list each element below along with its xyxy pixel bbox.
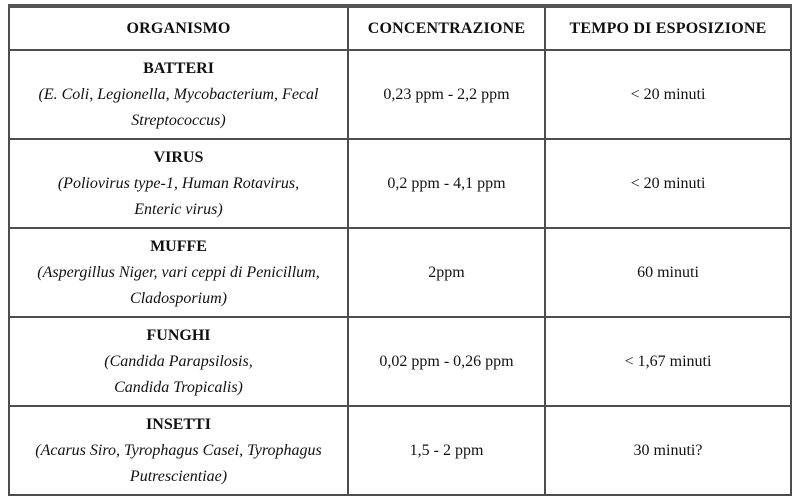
organism-name: VIRUS (153, 148, 204, 166)
organism-name: MUFFE (150, 237, 207, 255)
table-row-batteri: BATTERI (E. Coli, Legionella, Mycobacter… (8, 49, 792, 140)
organism-cell: FUNGHI (Candida Parapsilosis, Candida Tr… (8, 316, 349, 407)
organism-name: INSETTI (146, 415, 211, 433)
organism-name: FUNGHI (146, 326, 211, 344)
header-cell-organismo: ORGANISMO (8, 5, 349, 51)
concentration-cell: 0,2 ppm - 4,1 ppm (347, 138, 546, 229)
species-list: (Aspergillus Niger, vari ceppi di Penici… (37, 263, 320, 307)
header-row: ORGANISMO CONCENTRAZIONE TEMPO DI ESPOSI… (8, 5, 792, 51)
table-body: BATTERI (E. Coli, Legionella, Mycobacter… (8, 49, 792, 496)
organism-cell: INSETTI (Acarus Siro, Tyrophagus Casei, … (8, 405, 349, 496)
species-list: (Poliovirus type-1, Human Rotavirus, Ent… (57, 174, 300, 218)
species-list: (Candida Parapsilosis, Candida Tropicali… (104, 352, 253, 396)
species-list: (Acarus Siro, Tyrophagus Casei, Tyrophag… (35, 441, 322, 485)
species-list: (E. Coli, Legionella, Mycobacterium, Fec… (38, 85, 319, 129)
header-cell-concentrazione: CONCENTRAZIONE (347, 5, 546, 51)
table-header-row: ORGANISMO CONCENTRAZIONE TEMPO DI ESPOSI… (8, 5, 792, 51)
concentration-cell: 0,02 ppm - 0,26 ppm (347, 316, 546, 407)
exposure-time-cell: < 20 minuti (544, 49, 792, 140)
table-row-insetti: INSETTI (Acarus Siro, Tyrophagus Casei, … (8, 405, 792, 496)
exposure-time-cell: 30 minuti? (544, 405, 792, 496)
exposure-time-cell: 60 minuti (544, 227, 792, 318)
table-row-muffe: MUFFE (Aspergillus Niger, vari ceppi di … (8, 227, 792, 318)
organism-cell: BATTERI (E. Coli, Legionella, Mycobacter… (8, 49, 349, 140)
organism-cell: MUFFE (Aspergillus Niger, vari ceppi di … (8, 227, 349, 318)
organism-disinfection-table: ORGANISMO CONCENTRAZIONE TEMPO DI ESPOSI… (8, 4, 792, 496)
exposure-time-cell: < 1,67 minuti (544, 316, 792, 407)
table-row-virus: VIRUS (Poliovirus type-1, Human Rotaviru… (8, 138, 792, 229)
concentration-cell: 1,5 - 2 ppm (347, 405, 546, 496)
table-row-funghi: FUNGHI (Candida Parapsilosis, Candida Tr… (8, 316, 792, 407)
header-cell-tempo-di-esposizione: TEMPO DI ESPOSIZIONE (544, 5, 792, 51)
organism-name: BATTERI (143, 59, 214, 77)
organism-cell: VIRUS (Poliovirus type-1, Human Rotaviru… (8, 138, 349, 229)
concentration-cell: 0,23 ppm - 2,2 ppm (347, 49, 546, 140)
concentration-cell: 2ppm (347, 227, 546, 318)
exposure-time-cell: < 20 minuti (544, 138, 792, 229)
